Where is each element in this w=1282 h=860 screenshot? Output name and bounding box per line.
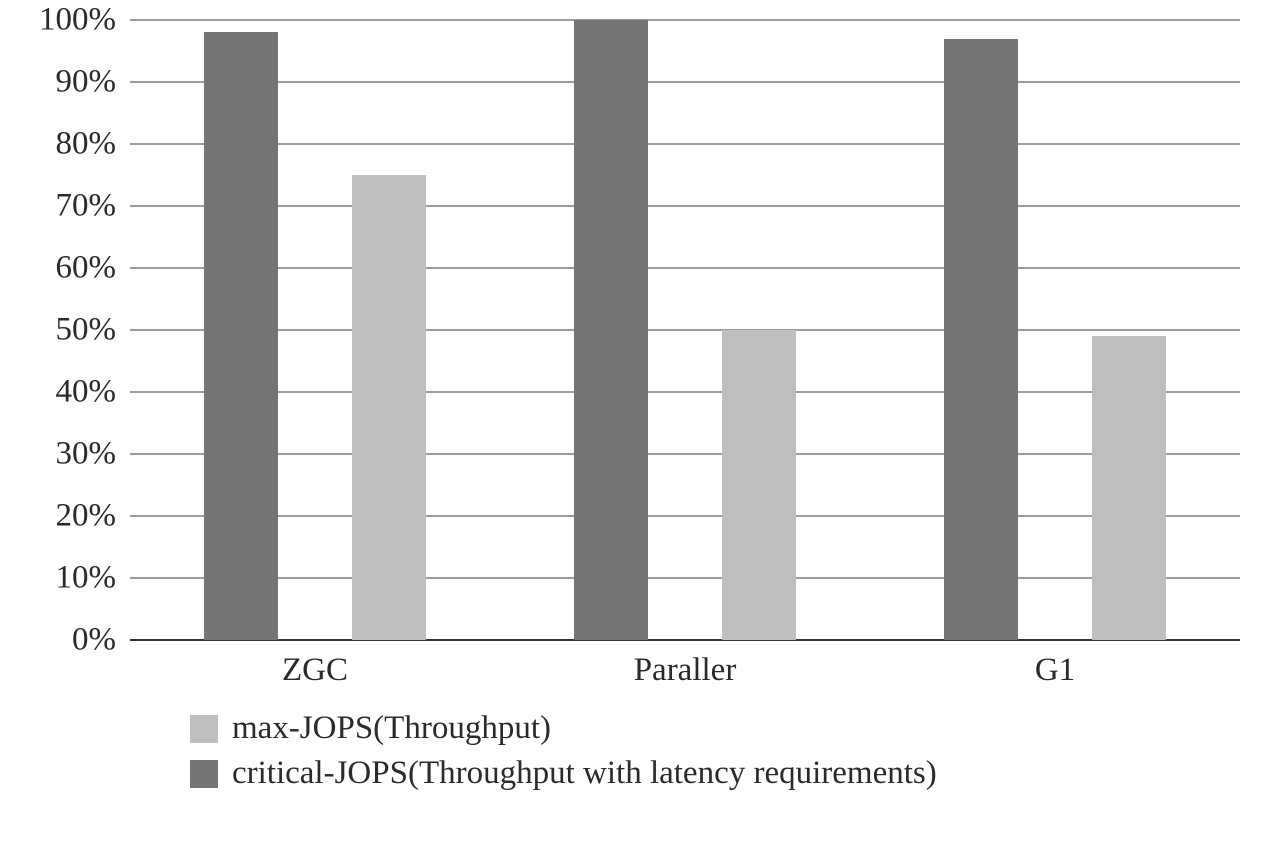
gridline xyxy=(130,81,1240,83)
legend-item-critical: critical-JOPS(Throughput with latency re… xyxy=(190,755,937,792)
bar-critical xyxy=(944,39,1018,640)
y-tick-label: 70% xyxy=(20,188,116,225)
gridline xyxy=(130,391,1240,393)
chart: 0%10%20%30%40%50%60%70%80%90%100% ZGCPar… xyxy=(20,10,1260,850)
bar-critical xyxy=(574,20,648,640)
legend-swatch-icon xyxy=(190,760,218,788)
x-axis-line xyxy=(130,639,1240,641)
bar-max xyxy=(1092,336,1166,640)
y-tick-label: 100% xyxy=(20,2,116,39)
y-tick-label: 10% xyxy=(20,560,116,597)
y-tick-label: 0% xyxy=(20,622,116,659)
y-tick-label: 20% xyxy=(20,498,116,535)
gridline xyxy=(130,453,1240,455)
gridline xyxy=(130,267,1240,269)
legend-swatch-icon xyxy=(190,715,218,743)
bar-max xyxy=(352,175,426,640)
legend-item-max: max-JOPS(Throughput) xyxy=(190,710,937,747)
legend: max-JOPS(Throughput) critical-JOPS(Throug… xyxy=(190,710,937,800)
gridline xyxy=(130,515,1240,517)
bar-critical xyxy=(204,32,278,640)
gridline xyxy=(130,19,1240,21)
plot-area xyxy=(130,20,1240,640)
y-tick-label: 90% xyxy=(20,64,116,101)
legend-label: max-JOPS(Throughput) xyxy=(232,710,551,747)
legend-label: critical-JOPS(Throughput with latency re… xyxy=(232,755,937,792)
y-tick-label: 60% xyxy=(20,250,116,287)
y-tick-label: 80% xyxy=(20,126,116,163)
x-tick-label: ZGC xyxy=(282,652,348,689)
y-tick-label: 50% xyxy=(20,312,116,349)
gridline xyxy=(130,143,1240,145)
gridline xyxy=(130,577,1240,579)
y-tick-label: 30% xyxy=(20,436,116,473)
gridline xyxy=(130,329,1240,331)
x-tick-label: Paraller xyxy=(634,652,737,689)
y-tick-label: 40% xyxy=(20,374,116,411)
bar-max xyxy=(722,330,796,640)
x-tick-label: G1 xyxy=(1035,652,1075,689)
gridline xyxy=(130,205,1240,207)
